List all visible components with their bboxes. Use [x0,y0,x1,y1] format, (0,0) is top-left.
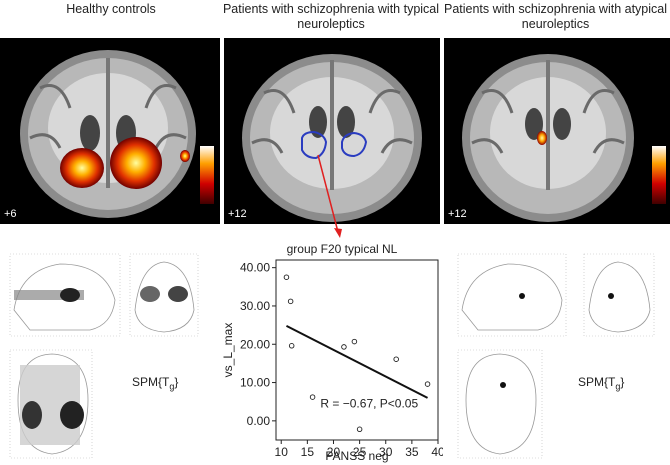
x-tick-label: 35 [405,445,419,459]
chart-title: group F20 typical NL [287,242,398,256]
glass-brain-healthy [9,253,199,459]
y-axis: 0.00 10.00 20.00 30.00 40.00 [240,261,276,428]
spm-label-atypical: SPM{Tg} [578,375,625,392]
red-arrow-head [334,228,342,238]
y-tick-label: 30.00 [240,299,270,313]
regression-line [285,324,429,399]
y-tick-label: 10.00 [240,376,270,390]
brain-panel-healthy: +6 [0,38,220,224]
slice-label-typical: +12 [228,208,247,220]
coronal-brain-healthy [20,50,214,218]
y-tick-label: 20.00 [240,337,270,351]
data-point [287,298,294,305]
scatter-plot: group F20 typical NL 10 15 20 25 30 35 40 0.00… [221,242,443,463]
data-point [424,381,431,387]
data-point [309,394,316,400]
column-title-healthy: Healthy controls [66,2,156,16]
data-points [283,274,431,433]
correlation-annotation: R = −0.67, P<0.05 [320,396,418,410]
column-title-atypical: Patients with schizophrenia with atypica… [443,2,668,31]
y-axis-label: vs_L_max [221,323,235,378]
x-tick-label: 20 [327,445,341,459]
data-point [351,338,358,345]
x-axis: 10 15 20 25 30 35 40 [275,440,443,459]
y-tick-label: 40.00 [240,261,270,275]
coronal-brain-atypical [462,54,666,222]
x-tick-label: 10 [275,445,289,459]
plot-frame [275,259,439,441]
slice-label-healthy: +6 [4,208,17,220]
x-tick-label: 40 [431,445,443,459]
x-tick-label: 30 [379,445,393,459]
coronal-brain-typical [242,54,422,222]
data-point [283,274,290,280]
data-point [356,426,363,433]
x-axis-label: PANSS neg [325,449,388,463]
brain-panel-atypical: +12 [444,38,670,224]
column-title-typical: Patients with schizophrenia with typical… [222,2,440,31]
data-point [288,343,295,349]
x-tick-label: 25 [353,445,367,459]
data-point [393,356,399,362]
glass-brain-atypical [457,253,655,459]
brain-panel-typical: +12 [224,38,440,224]
x-tick-label: 15 [301,445,315,459]
spm-label-healthy: SPM{Tg} [132,375,179,392]
data-point [341,344,347,350]
y-tick-label: 0.00 [247,414,271,428]
slice-label-atypical: +12 [448,208,467,220]
